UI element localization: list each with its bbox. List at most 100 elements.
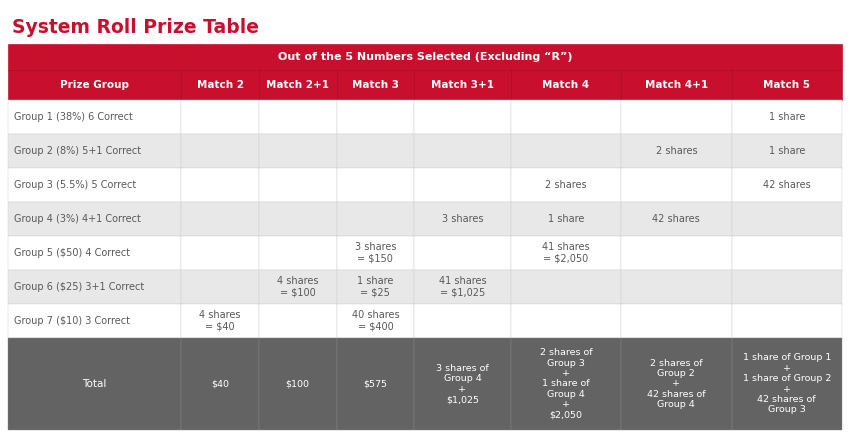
- Bar: [511, 134, 621, 168]
- Text: 1 share: 1 share: [768, 146, 805, 156]
- Bar: [181, 236, 259, 270]
- Bar: [8, 44, 842, 70]
- Bar: [732, 270, 842, 304]
- Bar: [621, 304, 732, 338]
- Bar: [414, 338, 511, 430]
- Text: Match 2: Match 2: [196, 80, 243, 90]
- Bar: [621, 100, 732, 134]
- Bar: [8, 70, 181, 100]
- Text: Group 7 ($10) 3 Correct: Group 7 ($10) 3 Correct: [14, 316, 130, 326]
- Text: 41 shares
= $2,050: 41 shares = $2,050: [542, 242, 590, 264]
- Text: 42 shares: 42 shares: [653, 214, 700, 224]
- Bar: [337, 236, 414, 270]
- Bar: [732, 70, 842, 100]
- Bar: [337, 202, 414, 236]
- Bar: [8, 168, 181, 202]
- Bar: [8, 338, 181, 430]
- Bar: [732, 134, 842, 168]
- Text: 1 share of Group 1
+
1 share of Group 2
+
42 shares of
Group 3: 1 share of Group 1 + 1 share of Group 2 …: [743, 353, 831, 414]
- Bar: [414, 70, 511, 100]
- Bar: [259, 304, 337, 338]
- Text: 4 shares
= $100: 4 shares = $100: [277, 276, 319, 298]
- Bar: [259, 100, 337, 134]
- Bar: [181, 338, 259, 430]
- Bar: [8, 134, 181, 168]
- Bar: [621, 202, 732, 236]
- Bar: [621, 70, 732, 100]
- Text: 2 shares of
Group 3
+
1 share of
Group 4
+
$2,050: 2 shares of Group 3 + 1 share of Group 4…: [540, 348, 592, 420]
- Bar: [8, 304, 181, 338]
- Bar: [259, 236, 337, 270]
- Bar: [337, 270, 414, 304]
- Text: Match 5: Match 5: [763, 80, 810, 90]
- Text: 2 shares: 2 shares: [545, 180, 586, 190]
- Bar: [181, 270, 259, 304]
- Bar: [732, 236, 842, 270]
- Text: Group 1 (38%) 6 Correct: Group 1 (38%) 6 Correct: [14, 112, 133, 122]
- Bar: [337, 304, 414, 338]
- Text: Group 2 (8%) 5+1 Correct: Group 2 (8%) 5+1 Correct: [14, 146, 141, 156]
- Text: Total: Total: [82, 379, 107, 389]
- Bar: [511, 202, 621, 236]
- Text: Out of the 5 Numbers Selected (Excluding “R”): Out of the 5 Numbers Selected (Excluding…: [278, 52, 572, 62]
- Text: Group 4 (3%) 4+1 Correct: Group 4 (3%) 4+1 Correct: [14, 214, 141, 224]
- Bar: [181, 100, 259, 134]
- Text: 2 shares of
Group 2
+
42 shares of
Group 4: 2 shares of Group 2 + 42 shares of Group…: [647, 359, 706, 409]
- Bar: [414, 270, 511, 304]
- Bar: [8, 270, 181, 304]
- Bar: [414, 236, 511, 270]
- Text: 1 share: 1 share: [768, 112, 805, 122]
- Text: 2 shares: 2 shares: [655, 146, 697, 156]
- Bar: [511, 304, 621, 338]
- Bar: [511, 70, 621, 100]
- Bar: [181, 134, 259, 168]
- Text: $40: $40: [211, 379, 229, 388]
- Bar: [181, 202, 259, 236]
- Text: Group 3 (5.5%) 5 Correct: Group 3 (5.5%) 5 Correct: [14, 180, 136, 190]
- Bar: [414, 168, 511, 202]
- Bar: [511, 100, 621, 134]
- Bar: [181, 168, 259, 202]
- Bar: [732, 202, 842, 236]
- Text: 1 share
= $25: 1 share = $25: [357, 276, 394, 298]
- Bar: [414, 134, 511, 168]
- Bar: [337, 100, 414, 134]
- Bar: [181, 70, 259, 100]
- Bar: [621, 270, 732, 304]
- Text: System Roll Prize Table: System Roll Prize Table: [12, 18, 259, 37]
- Bar: [337, 134, 414, 168]
- Text: Group 6 ($25) 3+1 Correct: Group 6 ($25) 3+1 Correct: [14, 282, 145, 292]
- Bar: [414, 100, 511, 134]
- Bar: [732, 100, 842, 134]
- Text: 3 shares: 3 shares: [442, 214, 483, 224]
- Bar: [511, 168, 621, 202]
- Text: Match 3+1: Match 3+1: [431, 80, 494, 90]
- Bar: [259, 270, 337, 304]
- Text: 3 shares
= $150: 3 shares = $150: [354, 242, 396, 264]
- Bar: [181, 304, 259, 338]
- Text: Match 2+1: Match 2+1: [266, 80, 329, 90]
- Bar: [337, 70, 414, 100]
- Text: Group 5 ($50) 4 Correct: Group 5 ($50) 4 Correct: [14, 248, 130, 258]
- Bar: [8, 100, 181, 134]
- Bar: [732, 304, 842, 338]
- Bar: [259, 202, 337, 236]
- Bar: [621, 338, 732, 430]
- Bar: [511, 270, 621, 304]
- Text: 3 shares of
Group 4
+
$1,025: 3 shares of Group 4 + $1,025: [436, 364, 489, 404]
- Bar: [621, 236, 732, 270]
- Text: 41 shares
= $1,025: 41 shares = $1,025: [439, 276, 486, 298]
- Bar: [414, 202, 511, 236]
- Bar: [621, 134, 732, 168]
- Text: $100: $100: [286, 379, 309, 388]
- Text: Match 4+1: Match 4+1: [645, 80, 708, 90]
- Bar: [511, 338, 621, 430]
- Text: 4 shares
= $40: 4 shares = $40: [199, 310, 241, 332]
- Text: Match 3: Match 3: [352, 80, 399, 90]
- Bar: [259, 134, 337, 168]
- Text: Match 4: Match 4: [542, 80, 589, 90]
- Bar: [732, 168, 842, 202]
- Bar: [259, 338, 337, 430]
- Bar: [621, 168, 732, 202]
- Text: 40 shares
= $400: 40 shares = $400: [352, 310, 400, 332]
